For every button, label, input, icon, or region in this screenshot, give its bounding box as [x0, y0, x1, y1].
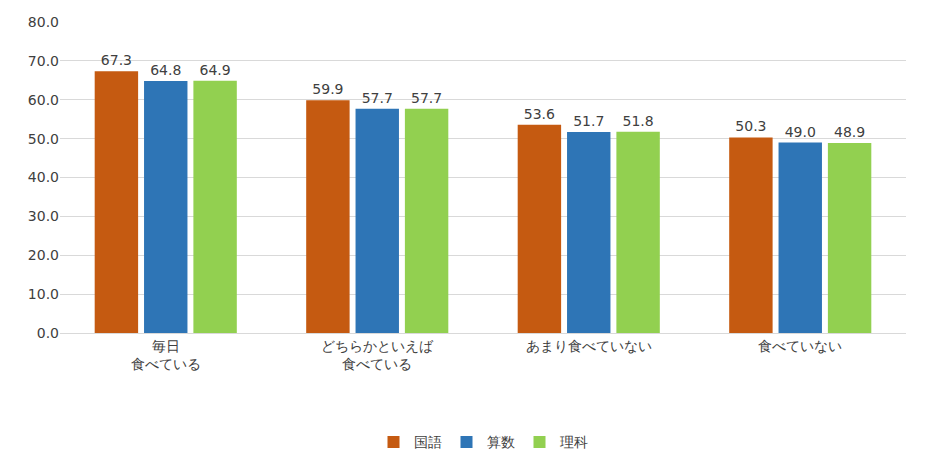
svg-text:50.0: 50.0 [28, 131, 59, 147]
svg-text:どちらかといえば食べている: どちらかといえば食べている [321, 338, 434, 372]
svg-text:67.3: 67.3 [101, 52, 132, 68]
svg-text:食べていない: 食べていない [758, 338, 842, 354]
svg-text:51.7: 51.7 [573, 113, 604, 129]
svg-text:10.0: 10.0 [28, 286, 59, 302]
svg-text:70.0: 70.0 [28, 53, 59, 69]
svg-text:57.7: 57.7 [362, 90, 393, 106]
svg-text:毎日食べている: 毎日食べている [131, 338, 201, 372]
svg-text:64.9: 64.9 [200, 62, 231, 78]
svg-text:国語: 国語 [414, 434, 442, 450]
svg-text:80.0: 80.0 [28, 14, 59, 30]
svg-text:40.0: 40.0 [28, 169, 59, 185]
svg-text:あまり食べていない: あまり食べていない [526, 338, 652, 354]
svg-text:59.9: 59.9 [312, 81, 343, 97]
svg-text:30.0: 30.0 [28, 208, 59, 224]
svg-text:50.3: 50.3 [735, 118, 766, 134]
svg-text:53.6: 53.6 [524, 106, 555, 122]
svg-text:理科: 理科 [560, 434, 588, 450]
svg-text:57.7: 57.7 [411, 90, 442, 106]
svg-text:0.0: 0.0 [37, 325, 59, 341]
svg-text:算数: 算数 [487, 434, 515, 450]
svg-text:64.8: 64.8 [150, 62, 181, 78]
svg-text:20.0: 20.0 [28, 247, 59, 263]
svg-text:49.0: 49.0 [785, 124, 816, 140]
svg-text:60.0: 60.0 [28, 92, 59, 108]
svg-text:51.8: 51.8 [623, 113, 654, 129]
svg-text:48.9: 48.9 [834, 124, 865, 140]
